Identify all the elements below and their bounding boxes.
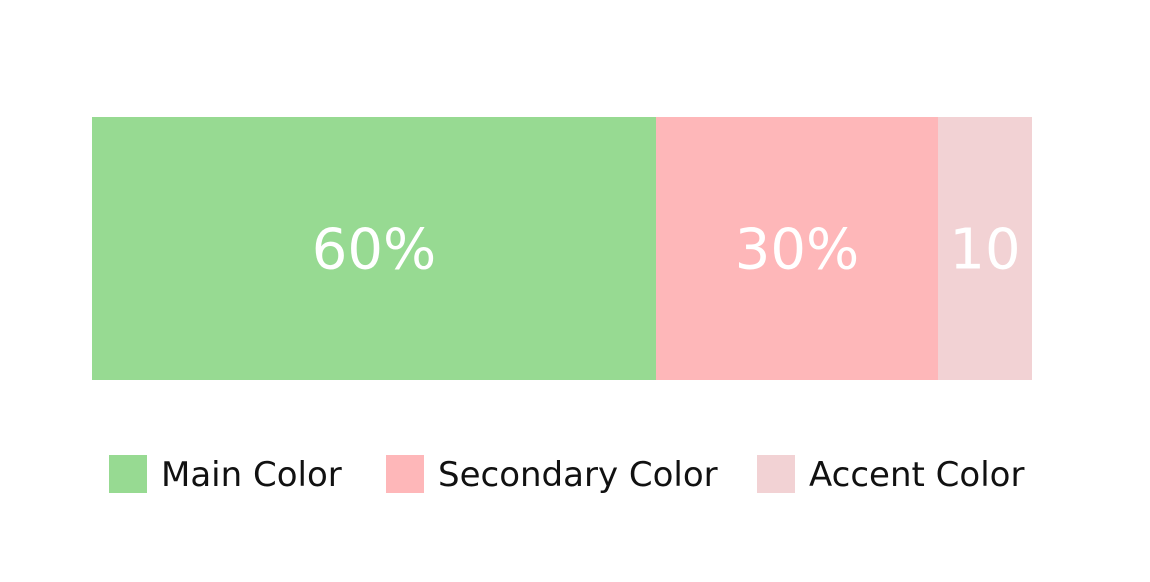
legend-swatch-1	[109, 455, 147, 493]
bar-segment-label-3: 10	[949, 218, 1020, 283]
bar-segment-2	[656, 117, 938, 380]
legend-label-3: Accent Color	[809, 455, 1024, 495]
bar-segment-label-1: 60%	[312, 218, 436, 283]
legend-swatch-3	[757, 455, 795, 493]
bar-segment-3	[938, 117, 1032, 380]
legend-swatch-2	[386, 455, 424, 493]
legend-label-1: Main Color	[161, 455, 342, 495]
bar-segment-label-2: 30%	[735, 218, 859, 283]
legend: Main Color Secondary Color Accent Color	[109, 455, 1024, 495]
bar-segment-1	[92, 117, 656, 380]
legend-label-2: Secondary Color	[438, 455, 718, 495]
stacked-bar: 60% 30% 10	[92, 117, 1032, 380]
